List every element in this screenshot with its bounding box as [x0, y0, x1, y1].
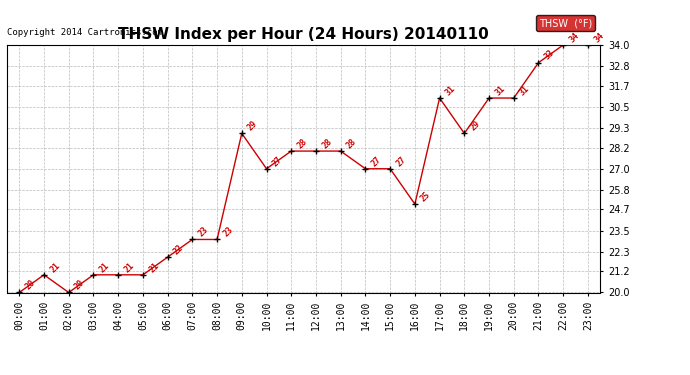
Title: THSW Index per Hour (24 Hours) 20140110: THSW Index per Hour (24 Hours) 20140110	[118, 27, 489, 42]
Text: 34: 34	[592, 31, 606, 44]
Text: 21: 21	[122, 261, 136, 274]
Text: 22: 22	[172, 243, 185, 256]
Legend: THSW  (°F): THSW (°F)	[536, 15, 595, 31]
Text: 21: 21	[48, 261, 61, 274]
Text: 23: 23	[197, 225, 210, 238]
Text: 29: 29	[469, 119, 482, 133]
Text: 27: 27	[394, 154, 408, 168]
Text: 27: 27	[270, 154, 284, 168]
Text: 20: 20	[73, 278, 86, 292]
Text: 21: 21	[97, 261, 111, 274]
Text: 21: 21	[147, 261, 161, 274]
Text: 27: 27	[370, 154, 383, 168]
Text: 28: 28	[320, 137, 333, 150]
Text: 25: 25	[419, 190, 433, 203]
Text: Copyright 2014 Cartronics.com: Copyright 2014 Cartronics.com	[7, 28, 163, 37]
Text: 28: 28	[295, 137, 309, 150]
Text: 31: 31	[518, 84, 531, 97]
Text: 29: 29	[246, 119, 259, 133]
Text: 28: 28	[345, 137, 358, 150]
Text: 34: 34	[567, 31, 581, 44]
Text: 31: 31	[493, 84, 506, 97]
Text: 20: 20	[23, 278, 37, 292]
Text: 33: 33	[542, 48, 556, 62]
Text: 23: 23	[221, 225, 235, 238]
Text: 31: 31	[444, 84, 457, 97]
